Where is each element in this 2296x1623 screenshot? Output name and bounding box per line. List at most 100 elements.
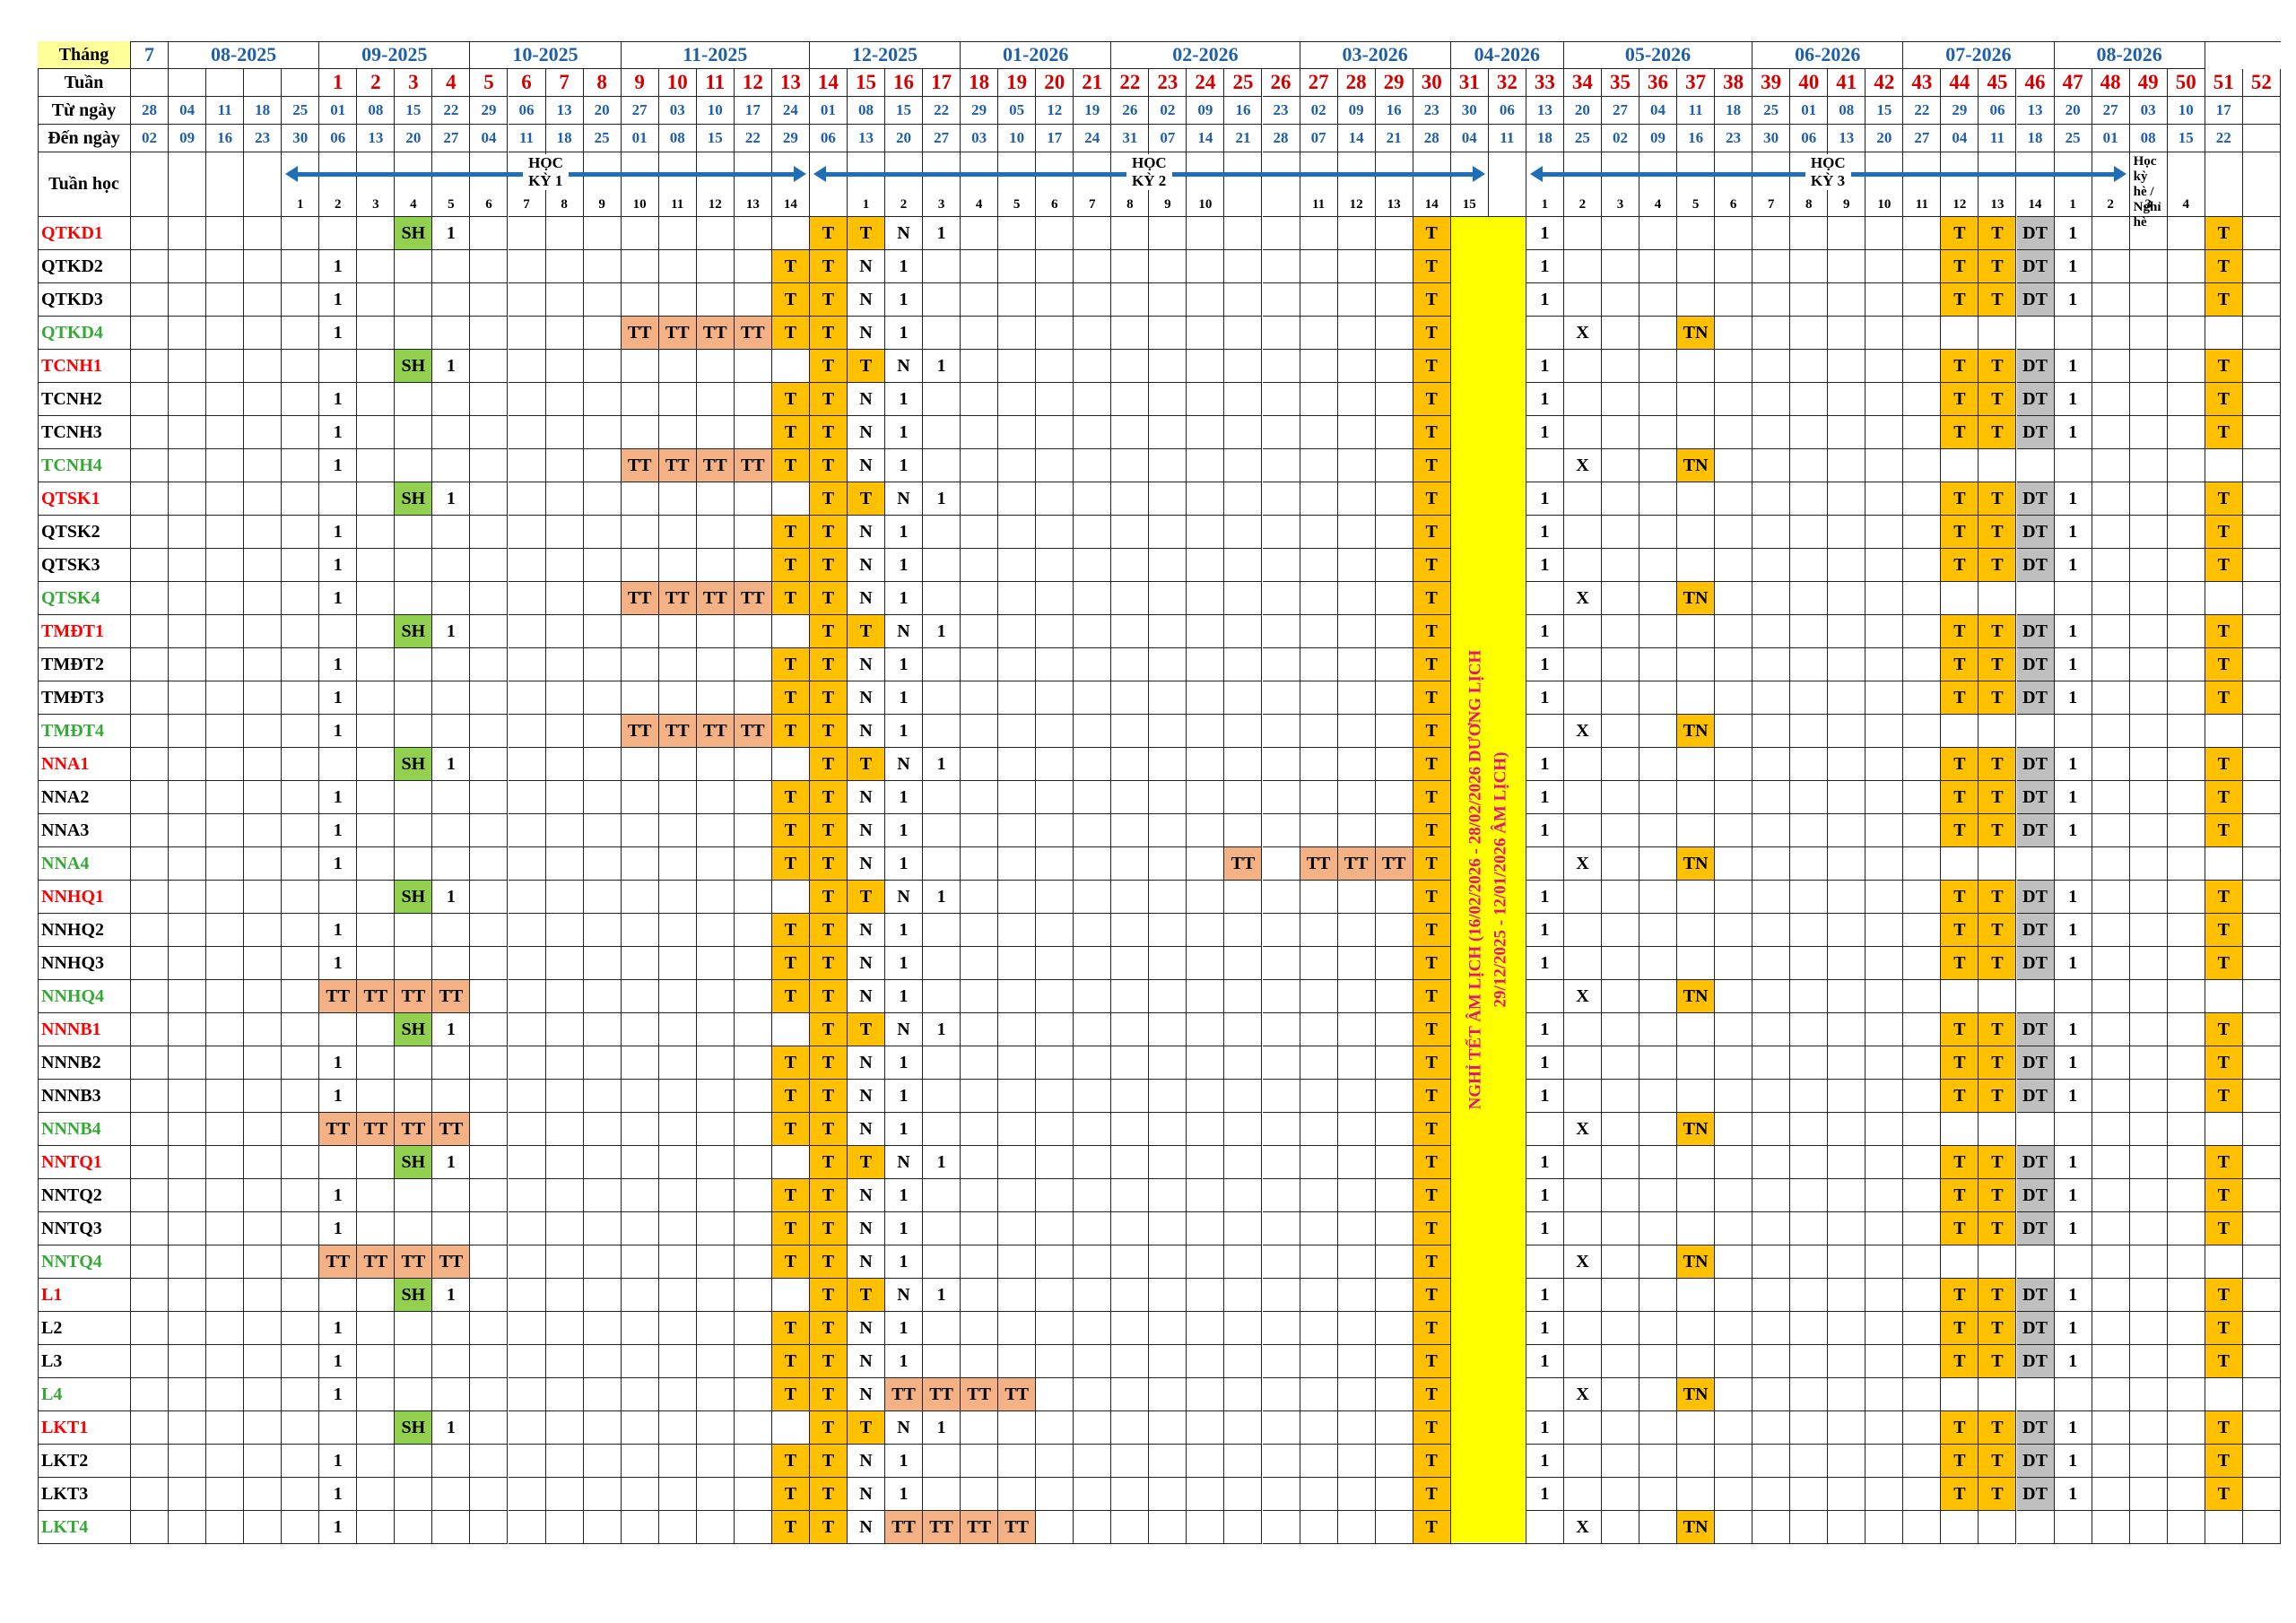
schedule-cell-empty	[998, 1013, 1037, 1046]
to-date-cell: 28	[1262, 125, 1300, 152]
schedule-cell-empty	[1866, 1013, 1904, 1046]
schedule-cell-t: T	[1979, 1312, 2017, 1345]
to-date-cell: 17	[1036, 125, 1074, 152]
schedule-cell-empty	[1601, 582, 1639, 615]
schedule-cell-empty	[658, 482, 697, 516]
schedule-cell-empty	[395, 947, 433, 980]
schedule-cell-dt: DT	[2016, 1013, 2055, 1046]
schedule-cell-t: T	[1413, 1179, 1451, 1212]
schedule-cell-empty	[244, 615, 283, 648]
schedule-cell-empty	[1187, 615, 1225, 648]
schedule-cell-empty	[734, 1312, 772, 1345]
schedule-cell-empty	[169, 516, 207, 549]
schedule-cell-empty	[2242, 914, 2281, 947]
schedule-cell-t: T	[2205, 814, 2243, 847]
schedule-cell-empty	[1074, 1312, 1112, 1345]
schedule-cell-empty	[432, 1212, 471, 1245]
schedule-cell-1: 1	[885, 1245, 924, 1279]
schedule-cell-empty	[1337, 715, 1376, 748]
schedule-cell-t: T	[771, 1179, 810, 1212]
schedule-cell-empty	[1866, 1179, 1904, 1212]
schedule-cell-empty	[734, 383, 772, 416]
schedule-cell-empty	[583, 1411, 622, 1445]
week-number-cell: 14	[809, 69, 848, 97]
schedule-cell-empty	[621, 1245, 659, 1279]
from-date-cell: 09	[1337, 97, 1376, 125]
schedule-cell-empty	[131, 250, 170, 283]
schedule-cell-empty	[1790, 1179, 1829, 1212]
schedule-cell-empty	[2092, 416, 2130, 449]
schedule-cell-sh: SH	[395, 1013, 433, 1046]
schedule-cell-t: T	[1941, 549, 1979, 582]
schedule-cell-t: T	[809, 1146, 848, 1179]
schedule-cell-1: 1	[432, 1013, 471, 1046]
schedule-cell-empty	[1601, 283, 1639, 317]
schedule-cell-empty	[545, 383, 584, 416]
schedule-cell-empty	[1375, 250, 1413, 283]
schedule-cell-empty	[282, 881, 320, 914]
schedule-cell-empty	[2242, 1046, 2281, 1080]
schedule-cell-empty	[1903, 250, 1942, 283]
schedule-cell-t: T	[1413, 582, 1451, 615]
schedule-cell-empty	[2129, 383, 2168, 416]
schedule-cell-empty	[734, 1445, 772, 1478]
schedule-cell-empty	[2167, 1113, 2205, 1146]
schedule-cell-empty	[206, 715, 245, 748]
schedule-cell-empty	[282, 1445, 320, 1478]
schedule-cell-empty	[621, 516, 659, 549]
schedule-cell-t: T	[1979, 482, 2017, 516]
schedule-cell-empty	[1111, 1478, 1150, 1511]
schedule-cell-empty	[658, 847, 697, 881]
schedule-cell-empty	[998, 748, 1037, 781]
to-date-cell: 16	[1677, 125, 1716, 152]
schedule-cell-empty	[1866, 217, 1904, 250]
schedule-cell-n: N	[847, 449, 885, 482]
schedule-cell-empty	[1262, 914, 1300, 947]
schedule-cell-1: 1	[319, 449, 358, 482]
schedule-cell-t: T	[771, 947, 810, 980]
schedule-cell-empty	[961, 1046, 999, 1080]
schedule-cell-empty	[1677, 781, 1716, 814]
schedule-cell-empty	[1149, 1411, 1187, 1445]
schedule-cell-empty	[1375, 317, 1413, 350]
schedule-cell-empty	[734, 549, 772, 582]
schedule-cell-1: 1	[319, 1312, 358, 1345]
schedule-cell-empty	[1790, 1212, 1829, 1245]
schedule-cell-empty	[658, 914, 697, 947]
schedule-cell-empty	[1187, 516, 1225, 549]
schedule-cell-empty	[1149, 250, 1187, 283]
schedule-cell-1: 1	[885, 1080, 924, 1113]
schedule-cell-x: X	[1563, 715, 1602, 748]
schedule-cell-t: T	[847, 217, 885, 250]
schedule-cell-empty	[1375, 947, 1413, 980]
to-date-cell: 07	[1300, 125, 1338, 152]
schedule-cell-empty	[583, 250, 622, 283]
schedule-cell-empty	[2242, 416, 2281, 449]
schedule-cell-t: T	[2205, 1080, 2243, 1113]
schedule-cell-empty	[923, 1113, 961, 1146]
schedule-cell-empty	[1262, 1146, 1300, 1179]
schedule-cell-empty	[1790, 980, 1829, 1013]
schedule-cell-empty	[169, 947, 207, 980]
schedule-cell-tn: TN	[1677, 1378, 1716, 1411]
schedule-cell-t: T	[1941, 1279, 1979, 1312]
schedule-cell-empty	[1149, 1013, 1187, 1046]
schedule-cell-empty	[206, 1411, 245, 1445]
schedule-cell-n: N	[885, 1146, 924, 1179]
schedule-cell-empty	[1262, 449, 1300, 482]
schedule-cell-empty	[2054, 980, 2092, 1013]
schedule-cell-empty	[1224, 648, 1263, 681]
schedule-cell-empty	[583, 283, 622, 317]
schedule-cell-empty	[734, 1245, 772, 1279]
schedule-cell-empty	[244, 416, 283, 449]
schedule-cell-1: 1	[2054, 350, 2092, 383]
schedule-cell-empty	[771, 482, 810, 516]
week-number-cell: 37	[1677, 69, 1716, 97]
schedule-cell-empty	[432, 847, 471, 881]
schedule-cell-empty	[734, 648, 772, 681]
schedule-cell-empty	[2167, 1411, 2205, 1445]
schedule-cell-empty	[2016, 715, 2055, 748]
schedule-cell-t: T	[1941, 615, 1979, 648]
schedule-cell-empty	[2129, 1013, 2168, 1046]
schedule-cell-empty	[470, 1146, 509, 1179]
